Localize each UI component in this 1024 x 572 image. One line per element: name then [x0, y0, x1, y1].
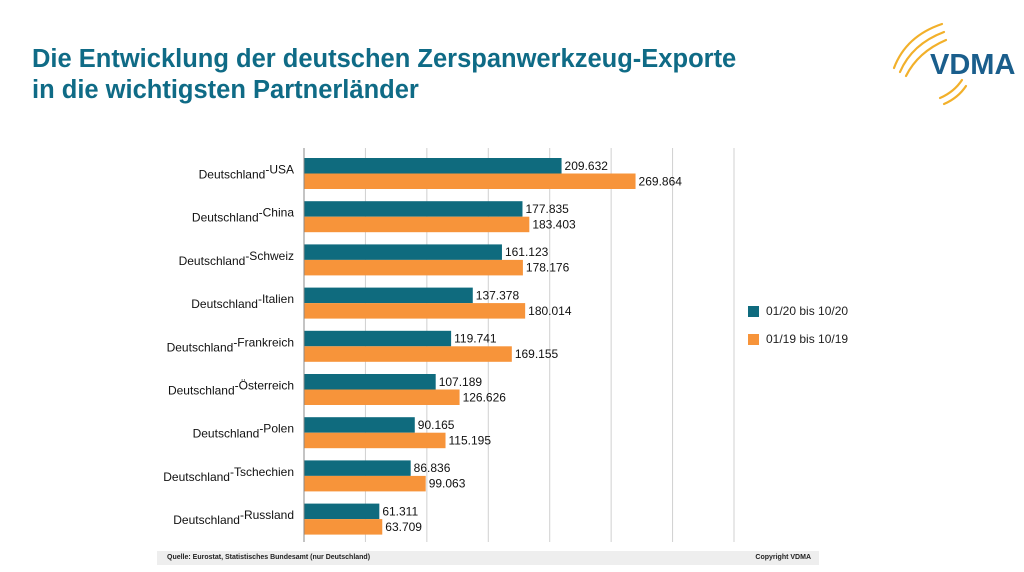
- chart-legend: 01/20 bis 10/20 01/19 bis 10/19: [748, 300, 848, 356]
- bar-2020: [304, 287, 473, 304]
- data-label: 119.741: [454, 332, 497, 346]
- data-label: 61.311: [382, 504, 418, 518]
- data-label: 269.864: [639, 174, 683, 188]
- data-label: 178.176: [526, 261, 570, 275]
- bar-2019: [304, 346, 512, 362]
- data-label: 90.165: [418, 418, 455, 432]
- logo-arcs-icon: [892, 22, 968, 106]
- data-label: 99.063: [429, 477, 466, 491]
- bar-2020: [304, 244, 502, 260]
- data-label: 183.403: [532, 217, 576, 231]
- category-label: Deutschland-Schweiz: [179, 249, 294, 268]
- legend-label-2020: 01/20 bis 10/20: [766, 304, 849, 318]
- data-label: 86.836: [414, 461, 451, 475]
- legend-swatch-2020: [748, 305, 759, 317]
- legend-swatch-2019: [748, 333, 759, 345]
- category-label: Deutschland-Italien: [191, 292, 294, 311]
- bar-2019: [304, 475, 426, 492]
- bar-2019: [304, 259, 523, 276]
- category-label: Deutschland-USA: [199, 163, 294, 182]
- source-footer: Quelle: Eurostat, Statistisches Bundesam…: [157, 551, 819, 565]
- bar-2020: [304, 158, 562, 174]
- data-label: 209.632: [565, 159, 609, 173]
- legend-item-2020: 01/20 bis 10/20: [748, 300, 848, 322]
- data-label: 126.626: [463, 390, 507, 404]
- bar-2020: [304, 374, 436, 390]
- page-title: Die Entwicklung der deutschen Zerspanwer…: [32, 44, 736, 106]
- bar-2020: [304, 417, 415, 433]
- category-label: Deutschland-Österreich: [168, 379, 294, 398]
- category-label: Deutschland-Russland: [173, 508, 294, 527]
- title-line-1: Die Entwicklung der deutschen Zerspanwer…: [32, 45, 737, 73]
- data-label: 177.835: [525, 202, 569, 216]
- category-label: Deutschland-Frankreich: [167, 335, 294, 354]
- bar-2019: [304, 519, 383, 535]
- category-labels: Deutschland-USA Deutschland-China Deutschl…: [163, 163, 294, 528]
- data-label: 161.123: [505, 245, 549, 259]
- bar-2019: [304, 173, 636, 189]
- data-label: 107.189: [439, 375, 483, 389]
- bar-2019: [304, 216, 530, 233]
- source-note: Quelle: Eurostat, Statistisches Bundesam…: [167, 554, 371, 561]
- legend-item-2019: 01/19 bis 10/19: [748, 328, 848, 350]
- category-label: Deutschland-Tschechien: [163, 465, 294, 484]
- legend-label-2019: 01/19 bis 10/19: [766, 332, 849, 346]
- title-line-2: in die wichtigsten Partnerländer: [32, 76, 419, 104]
- bar-2020: [304, 503, 380, 520]
- data-label: 169.155: [515, 347, 559, 361]
- category-label: Deutschland-Polen: [193, 422, 294, 441]
- bar-2020: [304, 330, 452, 347]
- bar-2020: [304, 201, 523, 217]
- data-label: 180.014: [528, 304, 572, 318]
- category-label: Deutschland-China: [192, 206, 294, 225]
- copyright-note: Copyright VDMA: [755, 554, 811, 561]
- bar-2019: [304, 389, 460, 405]
- data-label: 137.378: [476, 288, 520, 302]
- bar-2019: [304, 303, 526, 319]
- data-label: 63.709: [385, 520, 422, 534]
- bar-2019: [304, 432, 446, 449]
- bar-2020: [304, 460, 411, 476]
- logo-text: VDMA: [930, 49, 1015, 81]
- data-label: 115.195: [449, 433, 492, 447]
- vdma-logo: VDMA: [892, 22, 1015, 106]
